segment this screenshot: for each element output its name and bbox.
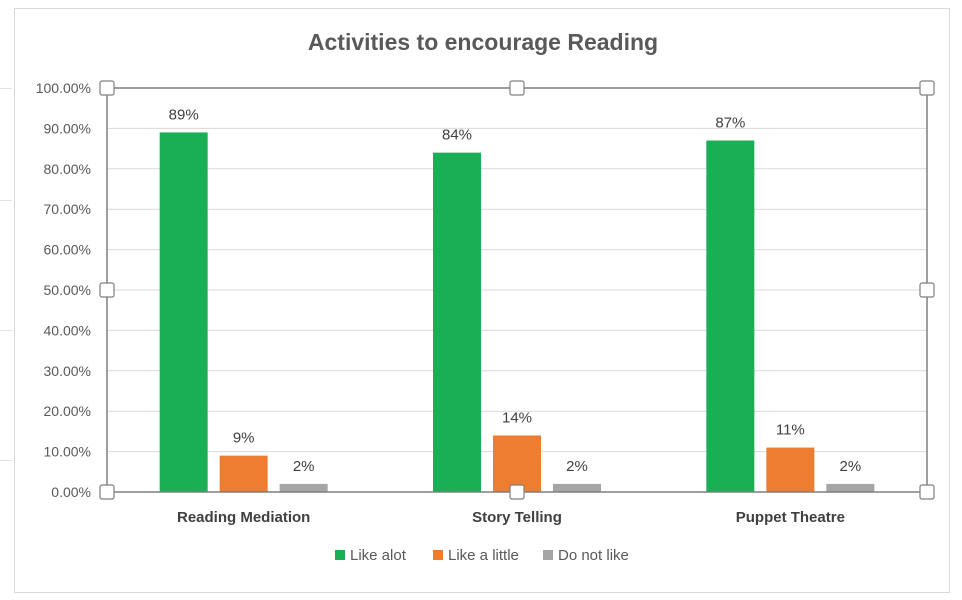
data-label: 11%	[776, 422, 805, 439]
bars	[159, 132, 875, 492]
data-label: 9%	[233, 430, 255, 447]
bar	[706, 140, 755, 492]
resize-handle[interactable]	[919, 282, 935, 298]
bar	[219, 455, 268, 492]
resize-handle[interactable]	[509, 80, 525, 96]
bar	[493, 435, 541, 492]
chart-title: Activities to encourage Reading	[308, 29, 658, 55]
y-tick-label: 50.00%	[44, 282, 91, 298]
resize-handle[interactable]	[509, 484, 525, 500]
bar	[826, 483, 875, 492]
y-tick-label: 30.00%	[44, 363, 91, 379]
bar	[279, 483, 328, 492]
bar	[766, 447, 815, 492]
x-axis-categories: Reading Mediation Story Telling Puppet The…	[177, 509, 845, 526]
x-category-label: Puppet Theatre	[736, 509, 845, 526]
y-tick-label: 10.00%	[44, 444, 91, 460]
y-tick-label: 40.00%	[44, 322, 91, 338]
bar	[553, 483, 601, 492]
y-tick-label: 0.00%	[51, 484, 91, 500]
sheet-row-line	[0, 330, 12, 331]
y-tick-label: 70.00%	[44, 201, 91, 217]
resize-handle[interactable]	[919, 484, 935, 500]
sheet-row-line	[0, 200, 12, 201]
y-tick-label: 20.00%	[44, 403, 91, 419]
bar	[159, 132, 208, 492]
data-label: 89%	[169, 106, 199, 123]
y-tick-label: 60.00%	[44, 242, 91, 258]
legend-swatch	[433, 550, 443, 560]
bar	[433, 152, 481, 492]
x-category-label: Reading Mediation	[177, 509, 310, 526]
data-label: 2%	[293, 458, 315, 475]
data-label: 87%	[715, 115, 745, 132]
legend: Like alot Like a little Do not like	[335, 547, 629, 564]
resize-handle[interactable]	[919, 80, 935, 96]
data-label: 14%	[502, 409, 532, 426]
x-category-label: Story Telling	[472, 509, 562, 526]
y-tick-label: 80.00%	[44, 161, 91, 177]
legend-label: Like a little	[448, 547, 519, 564]
legend-label: Like alot	[350, 547, 407, 564]
selection-handles	[99, 80, 935, 500]
resize-handle[interactable]	[99, 282, 115, 298]
resize-handle[interactable]	[99, 484, 115, 500]
resize-handle[interactable]	[99, 80, 115, 96]
data-label: 84%	[442, 127, 472, 144]
sheet-row-line	[0, 460, 12, 461]
gridlines	[107, 127, 927, 453]
legend-label: Do not like	[558, 547, 629, 564]
y-axis-ticks: 0.00% 10.00% 20.00% 30.00% 40.00% 50.00% 60.00…	[36, 80, 91, 500]
y-tick-label: 90.00%	[44, 120, 91, 136]
data-label: 2%	[566, 458, 588, 475]
sheet-row-line	[0, 88, 12, 89]
y-tick-label: 100.00%	[36, 80, 91, 96]
data-labels: 89% 9% 2% 84% 14% 2% 87% 11% 2%	[169, 106, 862, 474]
legend-swatch	[335, 550, 345, 560]
legend-swatch	[543, 550, 553, 560]
data-label: 2%	[839, 458, 861, 475]
